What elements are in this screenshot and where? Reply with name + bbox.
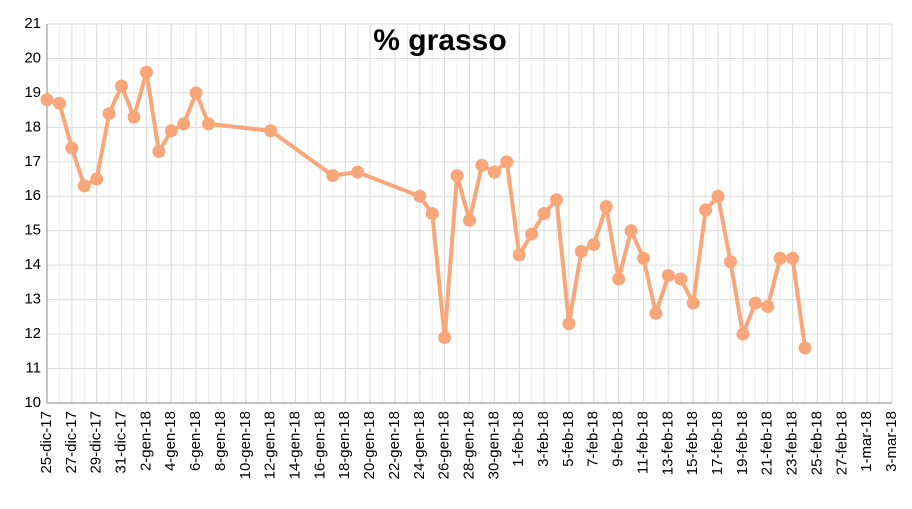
data-point bbox=[65, 141, 79, 155]
data-point bbox=[326, 169, 340, 183]
x-tick-label: 4-gen-18 bbox=[162, 411, 179, 471]
data-point bbox=[612, 272, 626, 286]
x-tick-label: 25-dic-17 bbox=[38, 411, 55, 474]
y-tick-label: 14 bbox=[24, 256, 41, 273]
data-point bbox=[661, 269, 675, 283]
data-point bbox=[52, 96, 66, 110]
x-tick-label: 18-gen-18 bbox=[336, 411, 353, 479]
x-tick-label: 8-gen-18 bbox=[212, 411, 229, 471]
y-tick-label: 12 bbox=[24, 325, 41, 342]
data-point bbox=[152, 144, 166, 158]
data-point bbox=[674, 272, 688, 286]
x-tick-label: 13-feb-18 bbox=[659, 411, 676, 475]
x-tick-label: 17-feb-18 bbox=[709, 411, 726, 475]
x-tick-label: 9-feb-18 bbox=[610, 411, 627, 467]
data-point bbox=[463, 213, 476, 227]
x-tick-label: 6-gen-18 bbox=[187, 411, 204, 471]
data-point bbox=[599, 200, 613, 214]
x-tick-label: 7-feb-18 bbox=[585, 411, 602, 467]
data-point bbox=[761, 300, 775, 314]
x-tick-label: 30-gen-18 bbox=[485, 411, 502, 479]
x-tick-label: 14-gen-18 bbox=[286, 411, 303, 479]
data-point bbox=[699, 203, 713, 217]
x-tick-label: 1-feb-18 bbox=[510, 411, 527, 467]
data-point bbox=[537, 207, 551, 220]
x-tick-label: 27-feb-18 bbox=[833, 411, 850, 475]
data-point bbox=[636, 251, 650, 265]
data-point bbox=[127, 110, 141, 124]
grid bbox=[46, 23, 893, 404]
y-tick-label: 16 bbox=[24, 187, 41, 204]
x-tick-label: 11-feb-18 bbox=[634, 411, 651, 474]
x-tick-label: 29-dic-17 bbox=[88, 411, 105, 474]
data-point bbox=[562, 317, 576, 331]
data-point bbox=[189, 86, 203, 100]
data-point bbox=[798, 341, 812, 355]
data-point bbox=[413, 189, 427, 203]
data-point bbox=[438, 331, 452, 345]
data-point bbox=[512, 248, 526, 262]
x-tick-label: 3-mar-18 bbox=[883, 411, 900, 472]
data-point bbox=[77, 179, 91, 193]
x-tick-label: 3-feb-18 bbox=[535, 411, 552, 467]
x-tick-label: 1-mar-18 bbox=[858, 411, 875, 472]
x-tick-label: 5-feb-18 bbox=[560, 411, 577, 467]
data-point bbox=[786, 251, 800, 265]
data-point bbox=[202, 117, 216, 131]
data-point bbox=[773, 251, 787, 265]
x-tick-label: 21-feb-18 bbox=[759, 411, 776, 475]
data-point bbox=[475, 158, 489, 172]
y-tick-label: 10 bbox=[24, 394, 41, 411]
y-tick-label: 17 bbox=[24, 153, 41, 170]
data-point bbox=[351, 165, 365, 179]
data-point bbox=[139, 65, 153, 79]
data-point bbox=[487, 165, 501, 179]
data-point bbox=[115, 79, 129, 93]
x-tick-label: 24-gen-18 bbox=[411, 411, 428, 479]
x-tick-label: 15-feb-18 bbox=[684, 411, 701, 475]
y-tick-label: 21 bbox=[24, 15, 41, 32]
data-point bbox=[711, 189, 725, 203]
data-point bbox=[649, 306, 663, 320]
x-tick-label: 20-gen-18 bbox=[361, 411, 378, 479]
data-point bbox=[90, 172, 104, 186]
x-tick-label: 28-gen-18 bbox=[460, 411, 477, 479]
data-point bbox=[102, 107, 116, 121]
x-tick-label: 10-gen-18 bbox=[237, 411, 254, 479]
data-point bbox=[500, 155, 514, 169]
x-tick-label: 31-dic-17 bbox=[113, 411, 130, 474]
y-tick-label: 11 bbox=[25, 360, 41, 377]
data-point bbox=[450, 169, 464, 183]
data-point bbox=[40, 93, 54, 107]
chart-title: % grasso bbox=[373, 24, 506, 57]
data-point bbox=[177, 117, 191, 131]
data-point bbox=[748, 296, 762, 310]
y-tick-label: 20 bbox=[24, 49, 41, 66]
data-point bbox=[587, 238, 601, 252]
x-tick-label: 23-feb-18 bbox=[784, 411, 801, 475]
x-tick-label: 16-gen-18 bbox=[311, 411, 328, 479]
data-point bbox=[574, 244, 588, 258]
x-tick-label: 26-gen-18 bbox=[436, 411, 453, 479]
data-point bbox=[736, 327, 750, 341]
data-point bbox=[723, 255, 737, 269]
data-point bbox=[624, 224, 638, 238]
data-point bbox=[549, 193, 563, 207]
x-tick-label: 25-feb-18 bbox=[808, 411, 825, 475]
data-point bbox=[686, 296, 700, 310]
data-point bbox=[164, 124, 178, 138]
x-tick-label: 2-gen-18 bbox=[137, 411, 154, 471]
y-tick-label: 19 bbox=[24, 84, 41, 101]
y-tick-label: 18 bbox=[24, 118, 41, 135]
y-tick-label: 13 bbox=[24, 291, 41, 308]
x-tick-label: 12-gen-18 bbox=[262, 411, 279, 479]
data-point bbox=[264, 124, 278, 138]
x-tick-label: 19-feb-18 bbox=[734, 411, 751, 475]
x-tick-label: 27-dic-17 bbox=[63, 411, 80, 474]
y-tick-label: 15 bbox=[24, 222, 41, 239]
data-point bbox=[425, 207, 439, 220]
data-point bbox=[525, 227, 539, 241]
x-tick-label: 22-gen-18 bbox=[386, 411, 403, 479]
